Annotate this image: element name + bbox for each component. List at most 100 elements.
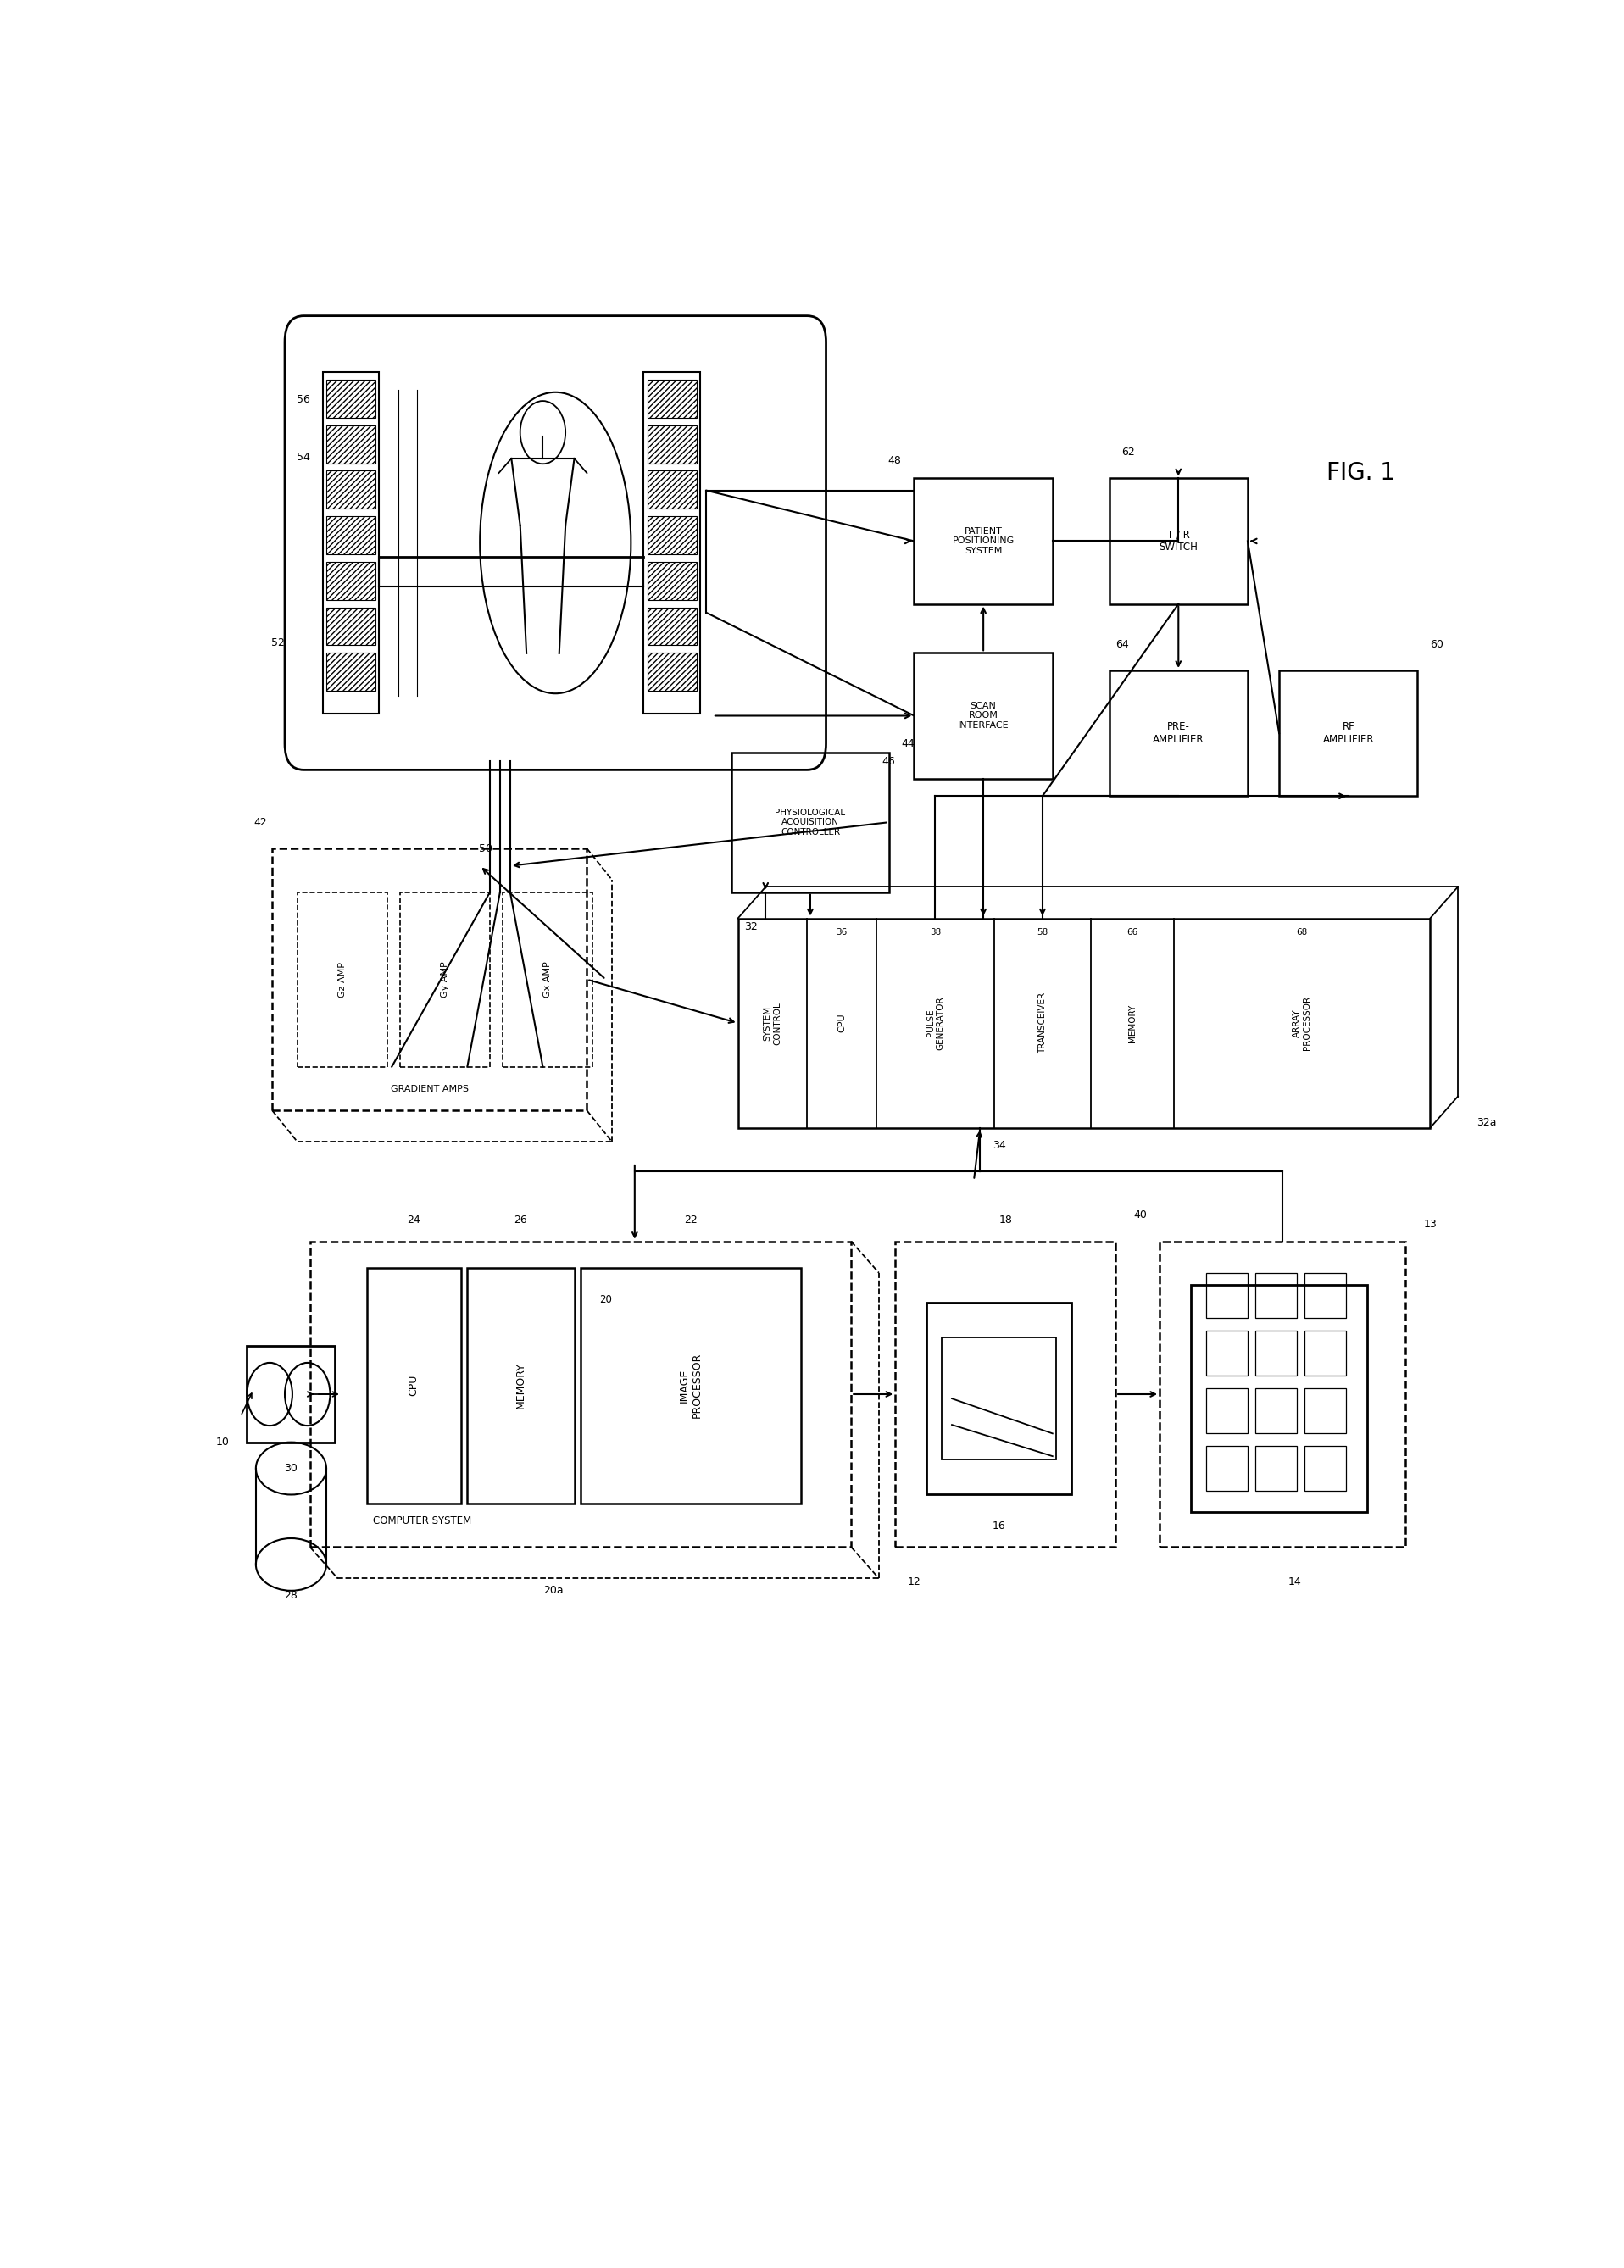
Bar bbox=[326, 424, 375, 463]
Text: PATIENT
POSITIONING
SYSTEM: PATIENT POSITIONING SYSTEM bbox=[952, 526, 1015, 556]
Text: 54: 54 bbox=[297, 451, 310, 463]
Bar bbox=[737, 919, 1431, 1127]
Bar bbox=[326, 608, 375, 646]
Bar bbox=[1304, 1272, 1346, 1318]
Bar bbox=[581, 1268, 801, 1504]
Text: PRE-
AMPLIFIER: PRE- AMPLIFIER bbox=[1153, 721, 1203, 746]
Text: Gy AMP: Gy AMP bbox=[440, 962, 450, 998]
Bar bbox=[648, 517, 697, 553]
Bar bbox=[297, 891, 387, 1066]
Bar bbox=[273, 848, 586, 1111]
Text: 44: 44 bbox=[901, 737, 914, 748]
Bar bbox=[643, 372, 700, 714]
Text: 10: 10 bbox=[216, 1436, 229, 1447]
Bar bbox=[1109, 479, 1247, 603]
Bar bbox=[1304, 1388, 1346, 1433]
Text: Gz AMP: Gz AMP bbox=[338, 962, 346, 998]
Text: CPU: CPU bbox=[838, 1014, 846, 1032]
Text: CPU: CPU bbox=[408, 1374, 419, 1397]
Bar bbox=[942, 1338, 1056, 1461]
Text: TRANSCEIVER: TRANSCEIVER bbox=[1038, 993, 1047, 1055]
Bar bbox=[1255, 1445, 1296, 1490]
Text: 14: 14 bbox=[1288, 1576, 1301, 1588]
Text: T / R
SWITCH: T / R SWITCH bbox=[1160, 528, 1199, 553]
Text: 48: 48 bbox=[888, 456, 901, 467]
Bar bbox=[648, 653, 697, 692]
Text: GRADIENT AMPS: GRADIENT AMPS bbox=[390, 1084, 469, 1093]
Text: PHYSIOLOGICAL
ACQUISITION
CONTROLLER: PHYSIOLOGICAL ACQUISITION CONTROLLER bbox=[775, 807, 846, 837]
Bar bbox=[1207, 1445, 1247, 1490]
Bar bbox=[1304, 1331, 1346, 1377]
Text: 34: 34 bbox=[992, 1141, 1007, 1150]
Text: 22: 22 bbox=[684, 1216, 697, 1227]
Bar bbox=[1190, 1286, 1367, 1513]
Text: 58: 58 bbox=[1036, 928, 1047, 937]
Bar bbox=[1304, 1445, 1346, 1490]
Bar bbox=[927, 1302, 1072, 1495]
Bar bbox=[326, 517, 375, 553]
Bar bbox=[400, 891, 490, 1066]
Text: 38: 38 bbox=[929, 928, 940, 937]
Bar bbox=[1280, 671, 1418, 796]
Bar bbox=[1207, 1331, 1247, 1377]
Text: Gx AMP: Gx AMP bbox=[542, 962, 552, 998]
Text: 16: 16 bbox=[992, 1520, 1005, 1531]
Bar bbox=[468, 1268, 575, 1504]
Text: 46: 46 bbox=[882, 755, 895, 767]
Bar bbox=[648, 608, 697, 646]
Text: 64: 64 bbox=[1116, 640, 1129, 649]
Bar bbox=[648, 424, 697, 463]
Text: 52: 52 bbox=[271, 637, 284, 649]
Bar bbox=[502, 891, 593, 1066]
Text: 40: 40 bbox=[1134, 1209, 1147, 1220]
Bar bbox=[1255, 1331, 1296, 1377]
Text: 68: 68 bbox=[1296, 928, 1307, 937]
Text: COMPUTER SYSTEM: COMPUTER SYSTEM bbox=[374, 1515, 471, 1526]
Text: 62: 62 bbox=[1122, 447, 1135, 458]
Bar bbox=[1255, 1388, 1296, 1433]
Text: 26: 26 bbox=[515, 1216, 528, 1227]
Bar bbox=[914, 653, 1052, 778]
Text: MEMORY: MEMORY bbox=[1129, 1005, 1137, 1043]
Text: 60: 60 bbox=[1431, 640, 1444, 649]
Bar bbox=[1109, 671, 1247, 796]
Text: SYSTEM
CONTROL: SYSTEM CONTROL bbox=[763, 1002, 781, 1046]
Text: RF
AMPLIFIER: RF AMPLIFIER bbox=[1322, 721, 1374, 746]
Bar bbox=[1255, 1272, 1296, 1318]
Text: 42: 42 bbox=[253, 816, 266, 828]
Text: PULSE
GENERATOR: PULSE GENERATOR bbox=[926, 996, 944, 1050]
Text: IMAGE
PROCESSOR: IMAGE PROCESSOR bbox=[679, 1352, 703, 1418]
Bar bbox=[326, 562, 375, 599]
Bar bbox=[895, 1241, 1116, 1547]
Text: 32: 32 bbox=[744, 921, 757, 932]
Text: 20a: 20a bbox=[544, 1585, 564, 1597]
Bar bbox=[326, 653, 375, 692]
Text: 12: 12 bbox=[908, 1576, 921, 1588]
Text: 50: 50 bbox=[479, 844, 492, 855]
Text: 56: 56 bbox=[297, 395, 310, 406]
Text: MEMORY: MEMORY bbox=[515, 1363, 526, 1408]
Text: 36: 36 bbox=[836, 928, 848, 937]
Text: 24: 24 bbox=[408, 1216, 421, 1227]
Bar bbox=[247, 1347, 335, 1442]
Bar bbox=[731, 753, 888, 891]
Text: 13: 13 bbox=[1424, 1218, 1437, 1229]
Bar bbox=[648, 562, 697, 599]
Text: FIG. 1: FIG. 1 bbox=[1327, 460, 1395, 485]
Bar bbox=[648, 472, 697, 508]
Text: 66: 66 bbox=[1127, 928, 1138, 937]
Text: 32a: 32a bbox=[1476, 1118, 1497, 1127]
Text: SCAN
ROOM
INTERFACE: SCAN ROOM INTERFACE bbox=[958, 701, 1009, 730]
Bar bbox=[1207, 1272, 1247, 1318]
Bar bbox=[323, 372, 378, 714]
Text: 30: 30 bbox=[284, 1463, 297, 1474]
Text: 20: 20 bbox=[599, 1293, 612, 1304]
Bar bbox=[310, 1241, 851, 1547]
Text: ARRAY
PROCESSOR: ARRAY PROCESSOR bbox=[1293, 996, 1311, 1050]
Bar bbox=[648, 379, 697, 417]
Bar bbox=[367, 1268, 461, 1504]
Bar bbox=[914, 479, 1052, 603]
Bar bbox=[1160, 1241, 1405, 1547]
Text: 28: 28 bbox=[284, 1590, 297, 1601]
Bar bbox=[1207, 1388, 1247, 1433]
